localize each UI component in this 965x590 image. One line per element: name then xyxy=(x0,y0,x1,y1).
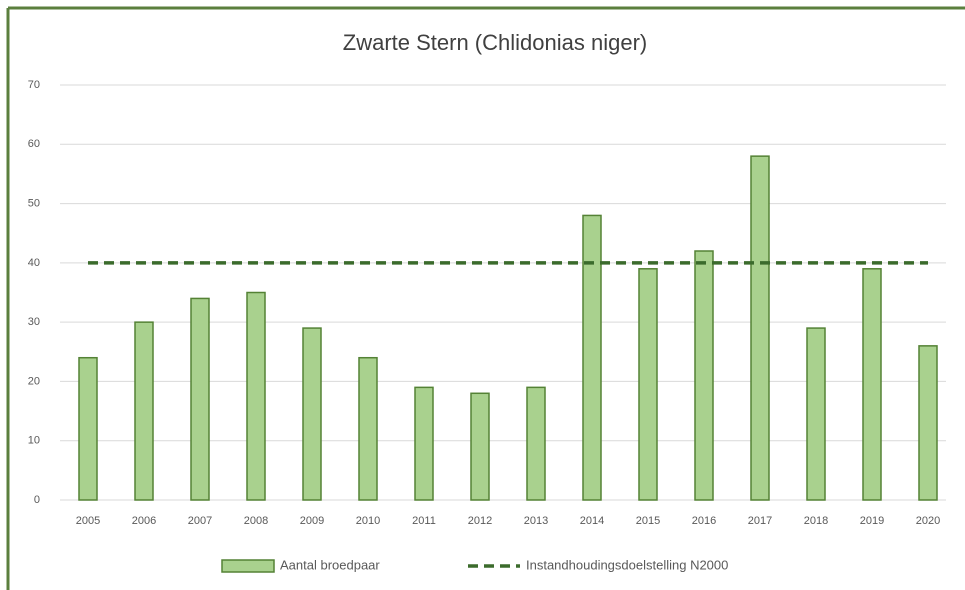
y-tick-label: 30 xyxy=(28,316,40,328)
x-tick-label: 2013 xyxy=(524,515,548,527)
bar xyxy=(190,297,210,501)
x-tick-label: 2015 xyxy=(636,515,660,527)
bar xyxy=(414,386,434,501)
x-tick-label: 2009 xyxy=(300,515,324,527)
x-tick-label: 2019 xyxy=(860,515,884,527)
x-tick-label: 2016 xyxy=(692,515,716,527)
x-tick-label: 2018 xyxy=(804,515,828,527)
y-tick-label: 10 xyxy=(28,435,40,447)
x-tick-label: 2012 xyxy=(468,515,492,527)
bar xyxy=(246,291,266,501)
bar xyxy=(862,268,882,501)
x-tick-label: 2006 xyxy=(132,515,156,527)
legend-swatch xyxy=(221,559,275,573)
x-tick-label: 2005 xyxy=(76,515,100,527)
y-tick-label: 50 xyxy=(28,197,40,209)
y-tick-label: 70 xyxy=(28,79,40,91)
x-tick-label: 2008 xyxy=(244,515,268,527)
x-tick-label: 2010 xyxy=(356,515,380,527)
bar xyxy=(750,155,770,501)
bar xyxy=(694,250,714,501)
bar xyxy=(78,356,98,501)
x-tick-label: 2014 xyxy=(580,515,604,527)
bar xyxy=(470,392,490,501)
y-tick-label: 20 xyxy=(28,375,40,387)
bar xyxy=(526,386,546,501)
bar xyxy=(806,327,826,501)
bar xyxy=(302,327,322,501)
bar xyxy=(582,214,602,501)
y-tick-label: 0 xyxy=(34,494,40,506)
legend-label: Instandhoudingsdoelstelling N2000 xyxy=(526,557,728,572)
x-tick-label: 2020 xyxy=(916,515,940,527)
legend-label: Aantal broedpaar xyxy=(280,557,380,572)
bar xyxy=(134,321,154,501)
bar xyxy=(918,345,938,501)
y-tick-label: 60 xyxy=(28,138,40,150)
y-tick-label: 40 xyxy=(28,257,40,269)
x-tick-label: 2011 xyxy=(412,515,436,527)
x-tick-label: 2017 xyxy=(748,515,772,527)
x-tick-label: 2007 xyxy=(188,515,212,527)
bar xyxy=(638,268,658,501)
chart-title: Zwarte Stern (Chlidonias niger) xyxy=(343,30,647,55)
bar xyxy=(358,356,378,501)
